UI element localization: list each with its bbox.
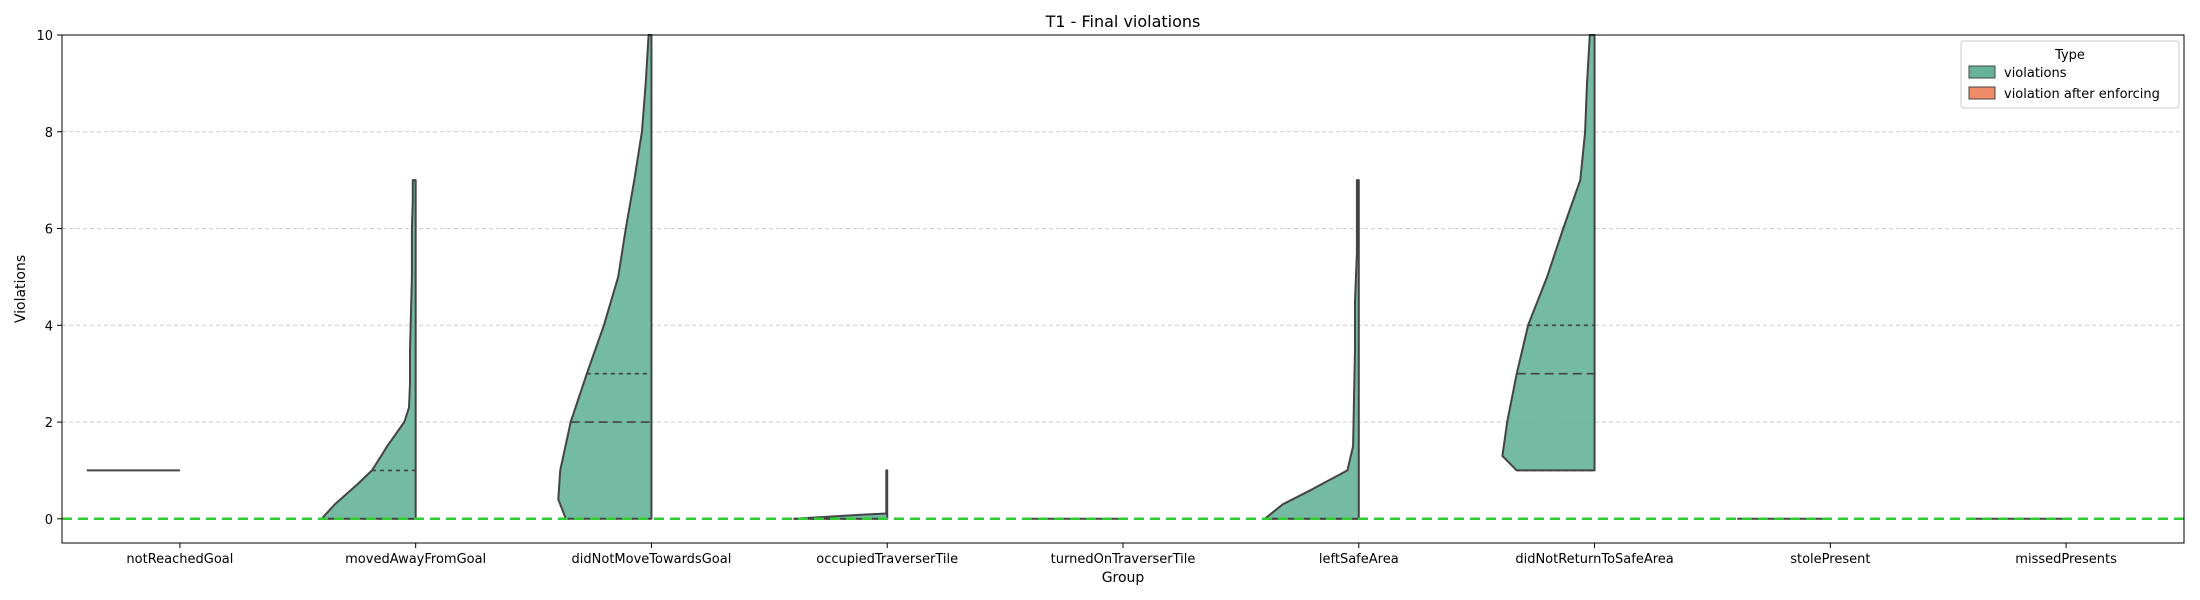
x-tick-label: leftSafeArea bbox=[1319, 552, 1399, 567]
x-tick-label: didNotReturnToSafeArea bbox=[1515, 552, 1673, 567]
legend-label: violations bbox=[2004, 66, 2067, 81]
legend-box bbox=[1960, 40, 2180, 109]
legend: Type violations violation after enforcing bbox=[1960, 40, 2180, 109]
x-tick-label: turnedOnTraverserTile bbox=[1051, 552, 1196, 567]
y-axis-label: Violations bbox=[13, 255, 29, 323]
violin-movedAwayFromGoal bbox=[320, 179, 417, 520]
x-tick-label: stolePresent bbox=[1790, 552, 1870, 567]
violin-leftSafeArea bbox=[1263, 179, 1360, 520]
x-tick-label: missedPresents bbox=[2015, 552, 2117, 567]
x-tick-label: didNotMoveTowardsGoal bbox=[572, 552, 732, 567]
y-tick-label: 0 bbox=[45, 513, 53, 528]
y-grid bbox=[62, 131, 2184, 423]
violin-occupiedTraverserTile bbox=[793, 469, 889, 520]
x-tick-label: movedAwayFromGoal bbox=[345, 552, 486, 567]
y-tick-label: 10 bbox=[36, 29, 53, 44]
y-tick-label: 8 bbox=[45, 126, 53, 141]
violin-didNotReturnToSafeArea bbox=[1501, 34, 1596, 472]
chart-title: T1 - Final violations bbox=[1045, 12, 1201, 31]
legend-label: violation after enforcing bbox=[2004, 87, 2160, 102]
violins bbox=[86, 34, 2067, 520]
y-tick-label: 2 bbox=[45, 416, 53, 431]
y-tick-label: 4 bbox=[45, 319, 53, 334]
legend-title: Type bbox=[2054, 48, 2085, 63]
x-tick-label: occupiedTraverserTile bbox=[816, 552, 958, 567]
violin-didNotMoveTowardsGoal bbox=[557, 34, 653, 520]
legend-items: violations violation after enforcing bbox=[1968, 65, 2160, 102]
x-axis: notReachedGoal movedAwayFromGoal didNotMov… bbox=[126, 543, 2117, 567]
y-axis: 0 2 4 6 8 10 bbox=[36, 29, 62, 528]
y-tick-label: 6 bbox=[45, 223, 53, 238]
x-axis-label: Group bbox=[1102, 570, 1145, 586]
x-tick-label: notReachedGoal bbox=[126, 552, 233, 567]
legend-swatch bbox=[1968, 86, 1996, 100]
legend-swatch bbox=[1968, 65, 1996, 79]
